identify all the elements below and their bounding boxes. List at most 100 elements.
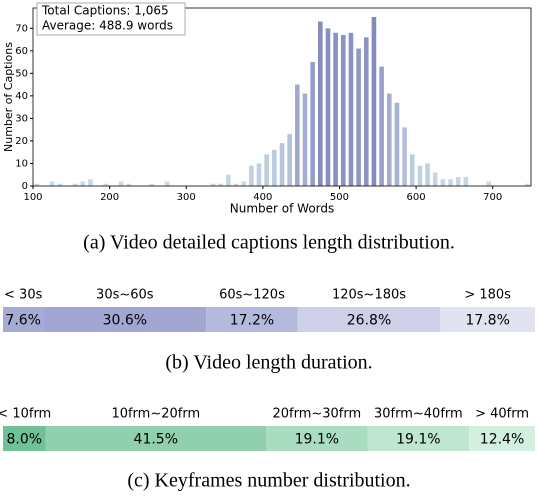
plot-frame — [32, 7, 532, 187]
bar — [448, 179, 453, 186]
bar — [310, 62, 315, 186]
bar — [402, 127, 407, 186]
segment-label: 8.0% — [6, 432, 42, 448]
x-tick-label: 100 — [23, 192, 42, 203]
bar — [455, 176, 461, 186]
y-tick-label: 10 — [15, 158, 28, 169]
x-tick-label: 500 — [330, 192, 349, 203]
caption: (c) Keyframes number distribution. — [127, 470, 410, 492]
segment-label: 7.6% — [5, 313, 41, 329]
bar — [164, 181, 170, 186]
bar — [333, 32, 338, 187]
bar — [524, 183, 530, 186]
y-tick-label: 60 — [15, 46, 28, 57]
bar — [72, 183, 78, 186]
x-tick-label: 400 — [253, 192, 272, 203]
bar — [440, 179, 446, 186]
x-tick-label: 300 — [177, 192, 196, 203]
bar — [486, 181, 492, 186]
bar — [149, 183, 155, 186]
category-label: 60s~120s — [219, 288, 285, 303]
bar — [386, 93, 392, 186]
category-label: > 180s — [464, 288, 511, 303]
bar — [226, 174, 231, 186]
bar — [126, 183, 132, 186]
segment-label: 26.8% — [347, 313, 391, 329]
y-tick-label: 70 — [15, 23, 28, 34]
bar — [394, 102, 400, 186]
bar — [295, 84, 300, 186]
bar — [325, 28, 331, 187]
bar — [302, 93, 308, 186]
segment-label: 19.1% — [295, 432, 339, 448]
bar — [409, 154, 415, 186]
bar — [233, 183, 239, 186]
bar — [348, 32, 354, 187]
caption: (a) Video detailed captions length distr… — [83, 232, 455, 254]
x-tick-label: 600 — [407, 192, 426, 203]
y-axis-label: Number of Captions — [2, 42, 15, 152]
y-tick-label: 0 — [22, 181, 28, 192]
segment — [367, 426, 470, 451]
segment-label: 41.5% — [134, 432, 178, 448]
bar — [249, 165, 254, 186]
bar — [371, 17, 377, 186]
category-label: < 30s — [4, 288, 43, 303]
bar — [49, 181, 55, 186]
segment — [266, 426, 368, 451]
y-tick-label: 50 — [15, 68, 28, 79]
bar — [356, 48, 361, 186]
segment — [206, 307, 298, 332]
bar — [272, 149, 277, 186]
y-tick-label: 40 — [15, 91, 28, 102]
category-label: > 40frm — [475, 407, 529, 422]
bar — [34, 183, 40, 186]
annotation-box — [36, 2, 186, 36]
bar — [80, 181, 86, 186]
bar — [425, 163, 430, 186]
x-tick-label: 700 — [483, 192, 502, 203]
segment-label: 12.4% — [480, 432, 524, 448]
category-label: 30frm~40frm — [374, 407, 463, 422]
bar — [103, 183, 109, 186]
bar — [241, 181, 246, 186]
bar — [318, 21, 323, 187]
bar — [88, 179, 93, 186]
segment-label: 17.8% — [465, 313, 509, 329]
category-label: 30s~60s — [96, 288, 154, 303]
x-tick-label: 200 — [100, 192, 119, 203]
bar — [279, 143, 285, 186]
bar — [218, 183, 224, 186]
bar — [210, 183, 216, 186]
bar — [463, 176, 469, 186]
segment — [440, 307, 535, 332]
bar — [57, 183, 63, 186]
segment-label: 17.2% — [230, 313, 274, 329]
category-label: 120s~180s — [332, 288, 406, 303]
x-axis-label: Number of Words — [230, 202, 335, 216]
segment — [297, 307, 441, 332]
bar — [118, 181, 124, 186]
bar — [363, 37, 369, 186]
bar — [287, 134, 292, 186]
segment — [3, 426, 46, 451]
segment-label: 19.1% — [396, 432, 440, 448]
segment — [43, 307, 207, 332]
y-tick-label: 30 — [15, 113, 28, 124]
bar — [264, 154, 269, 186]
category-label: < 10frm — [0, 407, 51, 422]
segment — [45, 426, 267, 451]
segment-label: 30.6% — [103, 313, 147, 329]
bar — [417, 165, 423, 186]
caption: (b) Video length duration. — [165, 352, 372, 374]
segment — [3, 307, 44, 332]
y-tick-label: 20 — [15, 136, 28, 147]
annotation: Total Captions: 1,065 — [41, 4, 169, 18]
bar — [256, 163, 262, 186]
annotation: Average: 488.9 words — [42, 19, 173, 33]
category-label: 20frm~30frm — [272, 407, 361, 422]
segment — [469, 426, 535, 451]
bar — [379, 66, 384, 186]
category-label: 10frm~20frm — [111, 407, 200, 422]
